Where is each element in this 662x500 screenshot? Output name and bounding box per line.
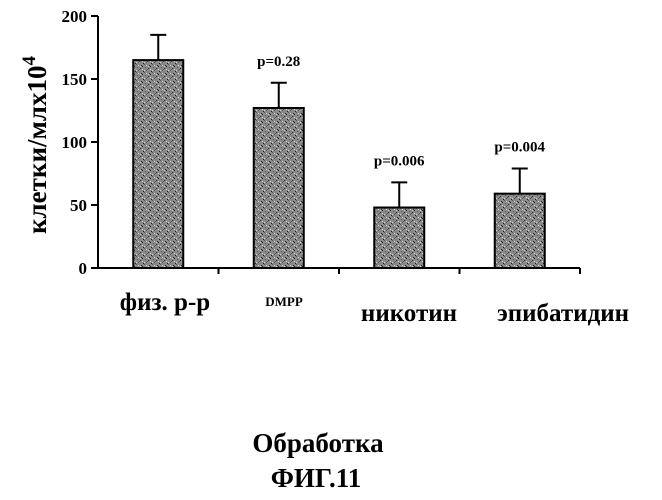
y-axis-title: клетки/млх104 bbox=[19, 55, 52, 234]
y-tick-label: 0 bbox=[79, 259, 88, 278]
y-tick-label: 100 bbox=[62, 133, 88, 152]
error-bars bbox=[150, 35, 528, 208]
y-axis-label-exponent: 4 bbox=[19, 55, 40, 65]
bar bbox=[254, 108, 304, 268]
category-label: DMPP bbox=[265, 294, 303, 309]
y-tick-label: 50 bbox=[70, 196, 87, 215]
p-value-label: p=0.004 bbox=[494, 139, 545, 155]
category-label: никотин bbox=[361, 300, 457, 327]
category-label: эпибатидин bbox=[497, 300, 629, 327]
y-axis-label-text: клетки/млх10 bbox=[22, 65, 52, 234]
y-tick-label: 150 bbox=[62, 70, 88, 89]
bar bbox=[133, 60, 183, 268]
bars bbox=[133, 60, 545, 268]
y-axis-label: клетки/млх104 bbox=[19, 55, 52, 234]
bar bbox=[374, 208, 424, 268]
x-axis-label: Обработка bbox=[252, 428, 384, 458]
bar bbox=[495, 194, 545, 268]
category-labels: физ. р-р DMPP никотин эпибатидин bbox=[120, 289, 629, 327]
p-value-label: p=0.006 bbox=[374, 153, 425, 169]
category-label: физ. р-р bbox=[120, 289, 210, 316]
figure-label: ФИГ.11 bbox=[271, 463, 362, 493]
p-value-label: p=0.28 bbox=[257, 54, 300, 70]
y-tick-label: 200 bbox=[62, 7, 88, 26]
